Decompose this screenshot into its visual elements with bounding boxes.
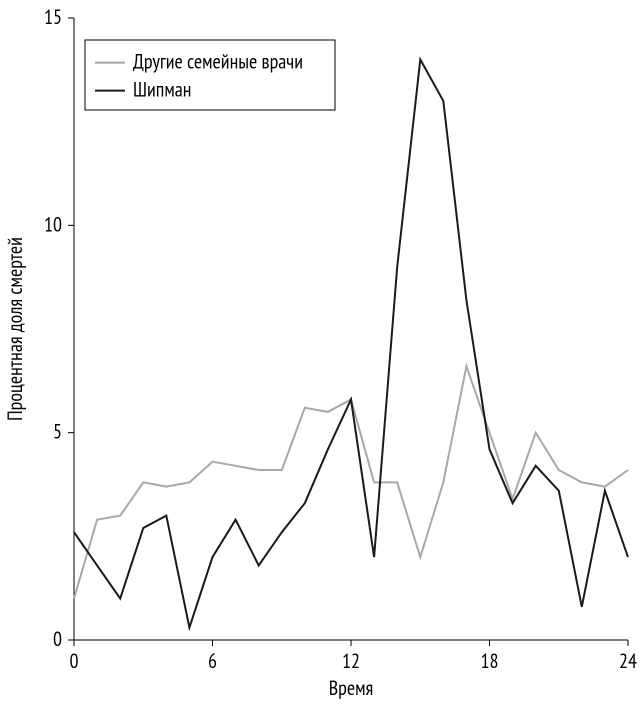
legend-label: Шипман xyxy=(133,77,191,103)
chart-background xyxy=(0,0,643,704)
x-tick-label: 12 xyxy=(342,648,360,674)
x-tick-label: 18 xyxy=(481,648,499,674)
x-tick-label: 6 xyxy=(208,648,217,674)
x-axis-title: Время xyxy=(329,675,374,701)
y-tick-label: 0 xyxy=(53,626,62,652)
y-tick-label: 10 xyxy=(44,211,62,237)
legend-label: Другие семейные врачи xyxy=(133,49,303,75)
x-tick-label: 0 xyxy=(70,648,79,674)
line-chart: 0 6 12 18 24 Время 0 5 10 15 Процентная доля смерт… xyxy=(0,0,643,704)
chart-container: 0 6 12 18 24 Время 0 5 10 15 Процентная доля смерт… xyxy=(0,0,643,704)
y-axis-title: Процентная доля смертей xyxy=(2,237,28,421)
y-tick-label: 15 xyxy=(44,4,62,30)
x-tick-label: 24 xyxy=(619,648,637,674)
y-tick-label: 5 xyxy=(53,419,62,445)
